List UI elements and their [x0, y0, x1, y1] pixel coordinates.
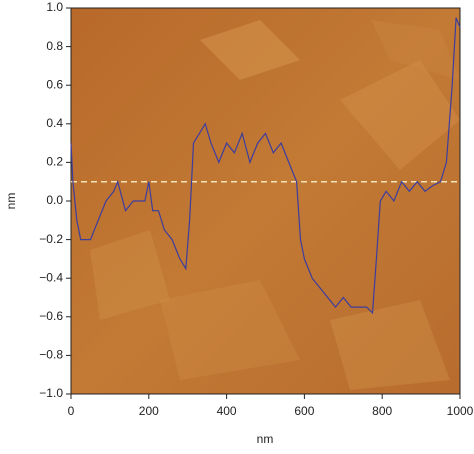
- y-tick-label: −1.0: [39, 386, 63, 400]
- y-tick-label: 0.6: [46, 77, 63, 91]
- y-tick-label: −0.6: [39, 309, 63, 323]
- y-axis-label: nm: [4, 193, 18, 210]
- y-tick-label: 1.0: [46, 0, 63, 14]
- profile-line: [70, 17, 461, 315]
- y-tick-label: −0.2: [39, 232, 63, 246]
- x-axis-label: nm: [257, 432, 274, 446]
- y-tick-label: −0.4: [39, 270, 63, 284]
- y-tick-label: 0.2: [46, 155, 63, 169]
- x-tick-label: 0: [68, 404, 75, 418]
- y-tick-label: 0.8: [46, 39, 63, 53]
- afm-image: [71, 8, 460, 394]
- x-tick-label: 400: [217, 404, 237, 418]
- x-tick-label: 600: [294, 404, 314, 418]
- y-tick-label: −0.8: [39, 348, 63, 362]
- y-tick-label: 0.0: [46, 193, 63, 207]
- x-tick-label: 200: [139, 404, 159, 418]
- x-tick-label: 1000: [447, 404, 474, 418]
- x-tick-label: 800: [372, 404, 392, 418]
- y-tick-label: 0.4: [46, 116, 63, 130]
